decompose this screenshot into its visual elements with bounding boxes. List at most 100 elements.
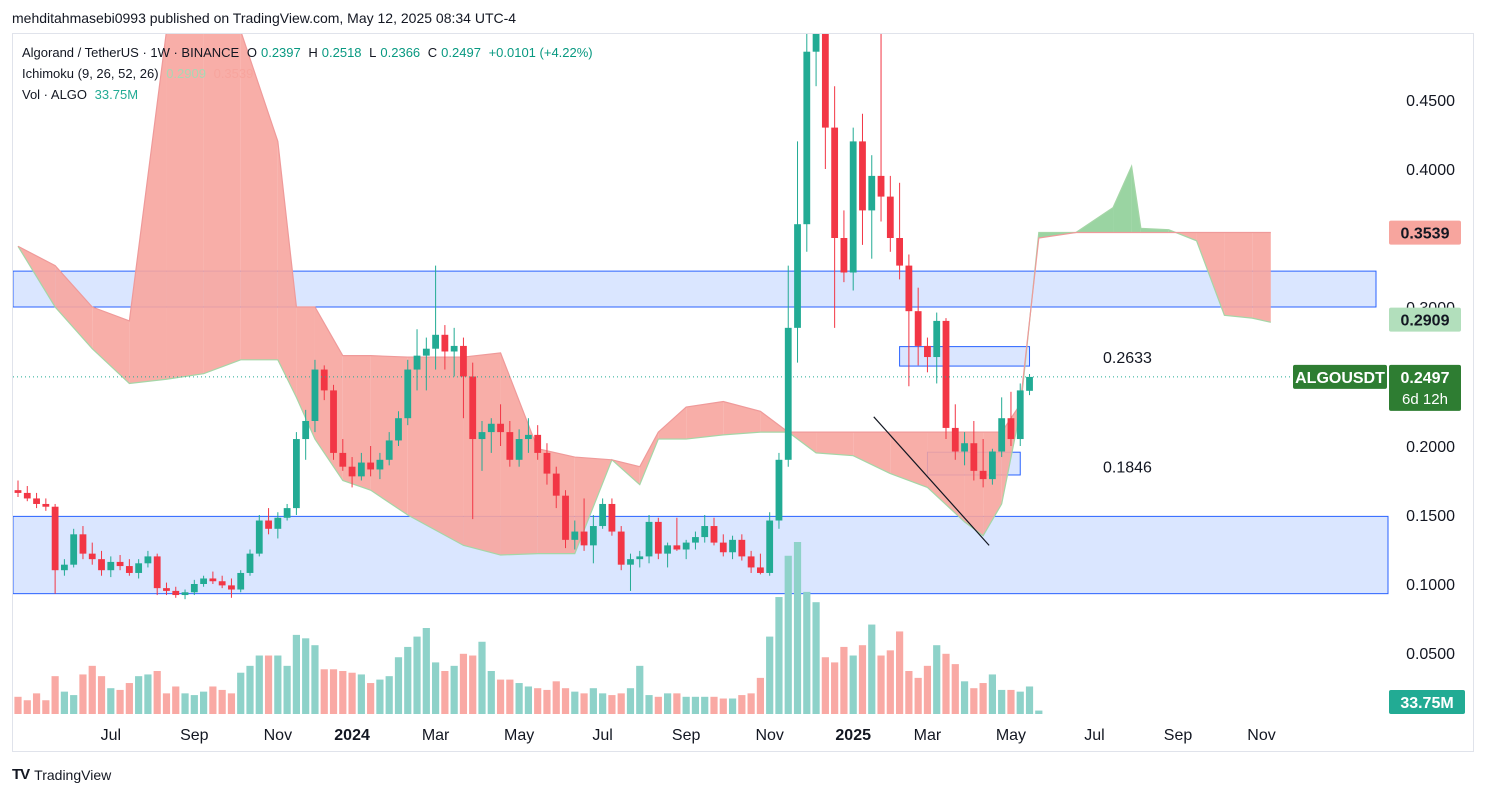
candle-body[interactable] — [42, 503, 50, 507]
candle-body[interactable] — [246, 553, 254, 573]
candle-body[interactable] — [701, 526, 709, 538]
candle-body[interactable] — [460, 345, 467, 377]
candle-body[interactable] — [747, 556, 755, 568]
candle-body[interactable] — [840, 238, 848, 273]
candle-body[interactable] — [70, 534, 78, 565]
candle-body[interactable] — [107, 561, 115, 571]
candle-body[interactable] — [153, 556, 161, 589]
candle-body[interactable] — [404, 369, 412, 419]
candle-body[interactable] — [784, 327, 792, 460]
candle-body[interactable] — [821, 31, 829, 128]
candle-body[interactable] — [608, 503, 616, 532]
candle-body[interactable] — [942, 320, 950, 428]
candle-body[interactable] — [970, 443, 978, 471]
candle-body[interactable] — [979, 470, 987, 480]
candle-body[interactable] — [79, 534, 87, 554]
candle-body[interactable] — [163, 588, 170, 591]
candle-body[interactable] — [933, 320, 941, 358]
candle-body[interactable] — [1016, 390, 1024, 440]
candle-body[interactable] — [571, 531, 579, 540]
candle-body[interactable] — [330, 390, 337, 453]
candle-body[interactable] — [14, 490, 22, 493]
candle-body[interactable] — [395, 418, 402, 441]
candle-body[interactable] — [339, 452, 347, 467]
candle-body[interactable] — [51, 506, 59, 571]
candle-body[interactable] — [367, 462, 375, 470]
zone-box[interactable] — [899, 346, 1031, 367]
candle-body[interactable] — [218, 581, 226, 586]
candle-body[interactable] — [348, 466, 356, 477]
candle-body[interactable] — [23, 492, 31, 499]
candle-body[interactable] — [172, 590, 180, 596]
candle-body[interactable] — [877, 175, 885, 197]
candle-body[interactable] — [961, 443, 968, 452]
candle-body[interactable] — [1007, 418, 1015, 440]
candle-body[interactable] — [914, 311, 922, 346]
candle-body[interactable] — [88, 553, 96, 560]
candle-body[interactable] — [589, 526, 597, 546]
candle-body[interactable] — [283, 508, 291, 518]
candle-body[interactable] — [654, 521, 662, 554]
candle-body[interactable] — [376, 459, 384, 470]
candle-body[interactable] — [617, 531, 625, 565]
candle-body[interactable] — [757, 567, 764, 573]
candle-body[interactable] — [293, 439, 300, 509]
candle-body[interactable] — [469, 376, 477, 440]
candle-body[interactable] — [831, 127, 839, 238]
candle-body[interactable] — [849, 141, 857, 273]
candle-body[interactable] — [673, 545, 681, 550]
candle-body[interactable] — [61, 564, 68, 571]
candle-body[interactable] — [255, 520, 263, 554]
candle-body[interactable] — [664, 545, 671, 554]
candle-body[interactable] — [450, 345, 458, 352]
candle-body[interactable] — [478, 432, 486, 440]
candle-body[interactable] — [562, 495, 569, 540]
candle-body[interactable] — [125, 566, 133, 573]
candle-body[interactable] — [636, 556, 644, 560]
candle-body[interactable] — [896, 238, 903, 266]
candle-body[interactable] — [33, 498, 40, 504]
candle-body[interactable] — [775, 459, 783, 521]
candle-body[interactable] — [441, 334, 449, 352]
candle-body[interactable] — [1026, 376, 1033, 391]
candle-body[interactable] — [627, 559, 634, 565]
candle-body[interactable] — [181, 592, 189, 596]
candle-body[interactable] — [645, 521, 653, 557]
candle-body[interactable] — [951, 427, 959, 452]
candle-body[interactable] — [599, 503, 607, 527]
candle-body[interactable] — [682, 542, 690, 550]
candle-body[interactable] — [487, 423, 495, 433]
candle-body[interactable] — [886, 196, 894, 238]
candle-body[interactable] — [812, 31, 820, 52]
candle-body[interactable] — [506, 432, 514, 460]
candle-body[interactable] — [237, 572, 245, 590]
candle-body[interactable] — [302, 420, 310, 440]
candle-body[interactable] — [580, 531, 588, 546]
candle-body[interactable] — [98, 559, 105, 571]
candle-body[interactable] — [924, 345, 931, 358]
candle-body[interactable] — [729, 539, 736, 553]
candle-body[interactable] — [710, 526, 718, 543]
candle-body[interactable] — [719, 542, 727, 553]
candle-body[interactable] — [265, 520, 272, 529]
candle-body[interactable] — [552, 473, 560, 496]
candle-body[interactable] — [432, 334, 439, 349]
candle-body[interactable] — [228, 585, 235, 590]
candle-body[interactable] — [385, 440, 393, 460]
candle-body[interactable] — [190, 584, 198, 593]
candle-body[interactable] — [543, 452, 551, 474]
candle-body[interactable] — [320, 369, 328, 391]
candle-body[interactable] — [534, 434, 542, 453]
candle-body[interactable] — [274, 517, 282, 529]
candle-body[interactable] — [859, 141, 866, 211]
candle-body[interactable] — [692, 537, 699, 543]
candle-body[interactable] — [738, 539, 746, 557]
candle-body[interactable] — [200, 578, 207, 584]
candle-body[interactable] — [144, 556, 152, 564]
candle-body[interactable] — [357, 462, 365, 477]
candle-body[interactable] — [794, 224, 801, 328]
candle-body[interactable] — [497, 423, 504, 433]
candle-body[interactable] — [422, 348, 430, 356]
candle-body[interactable] — [525, 434, 532, 440]
